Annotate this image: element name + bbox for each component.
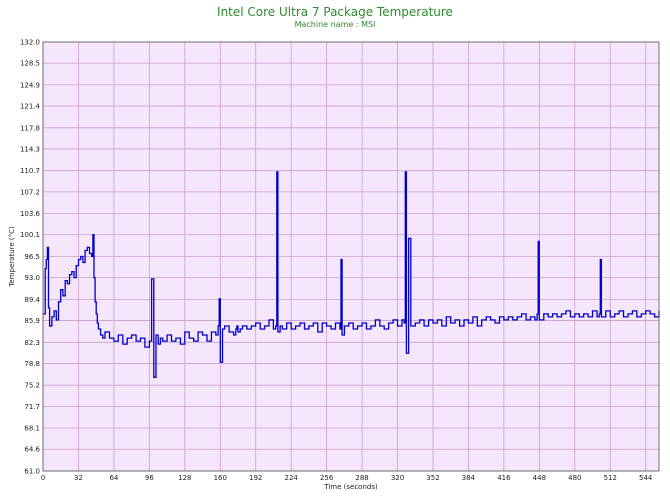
y-tick-label: 132.0 — [20, 39, 40, 47]
x-tick-label: 480 — [568, 474, 581, 482]
x-tick-label: 224 — [284, 474, 298, 482]
x-tick-label: 192 — [249, 474, 262, 482]
x-tick-label: 448 — [533, 474, 546, 482]
x-tick-label: 96 — [145, 474, 154, 482]
chart-subtitle: Machine name : MSI — [294, 20, 376, 29]
y-tick-label: 89.4 — [24, 296, 40, 304]
y-axis-ticks: 61.0 64.6 68.1 71.7 75.2 78.8 82.3 85.9 89.4 93.0… — [20, 39, 41, 476]
x-tick-label: 320 — [391, 474, 404, 482]
y-axis-label: Temperature (°C) — [8, 226, 16, 288]
x-tick-label: 0 — [41, 474, 45, 482]
y-tick-label: 124.9 — [20, 81, 40, 89]
x-tick-label: 384 — [462, 474, 476, 482]
x-tick-label: 160 — [214, 474, 227, 482]
x-tick-label: 256 — [320, 474, 334, 482]
x-tick-label: 512 — [604, 474, 617, 482]
y-tick-label: 64.6 — [24, 446, 40, 454]
x-tick-label: 64 — [109, 474, 118, 482]
y-tick-label: 103.6 — [20, 210, 41, 218]
y-tick-label: 121.4 — [20, 103, 41, 111]
grid — [42, 41, 659, 472]
y-tick-label: 82.3 — [24, 339, 40, 347]
y-tick-label: 128.5 — [20, 60, 40, 68]
x-axis-label: Time (seconds) — [323, 483, 378, 491]
chart-title: Intel Core Ultra 7 Package Temperature — [217, 5, 453, 19]
x-tick-label: 128 — [178, 474, 191, 482]
y-tick-label: 68.1 — [24, 425, 40, 433]
series-line — [43, 171, 660, 378]
y-tick-label: 114.3 — [20, 145, 40, 153]
series-layer — [43, 171, 660, 378]
y-tick-label: 75.2 — [24, 382, 40, 390]
y-tick-label: 96.5 — [24, 253, 40, 261]
y-tick-label: 110.7 — [20, 167, 40, 175]
x-tick-label: 352 — [426, 474, 439, 482]
x-axis-ticks: 0 32 64 96 128 160 192 224 256 288 320 352 384 416 448… — [41, 474, 653, 482]
y-tick-label: 78.8 — [24, 360, 40, 368]
y-tick-label: 93.0 — [24, 274, 40, 282]
x-tick-label: 416 — [497, 474, 511, 482]
plot-border — [42, 41, 660, 472]
y-tick-label: 71.7 — [24, 403, 40, 411]
x-tick-label: 32 — [74, 474, 83, 482]
y-tick-label: 107.2 — [20, 188, 40, 196]
y-tick-label: 85.9 — [24, 317, 40, 325]
y-tick-label: 117.8 — [20, 124, 40, 132]
x-tick-label: 544 — [639, 474, 653, 482]
y-tick-label: 100.1 — [20, 231, 40, 239]
x-tick-label: 288 — [355, 474, 368, 482]
y-tick-label: 61.0 — [24, 468, 40, 476]
